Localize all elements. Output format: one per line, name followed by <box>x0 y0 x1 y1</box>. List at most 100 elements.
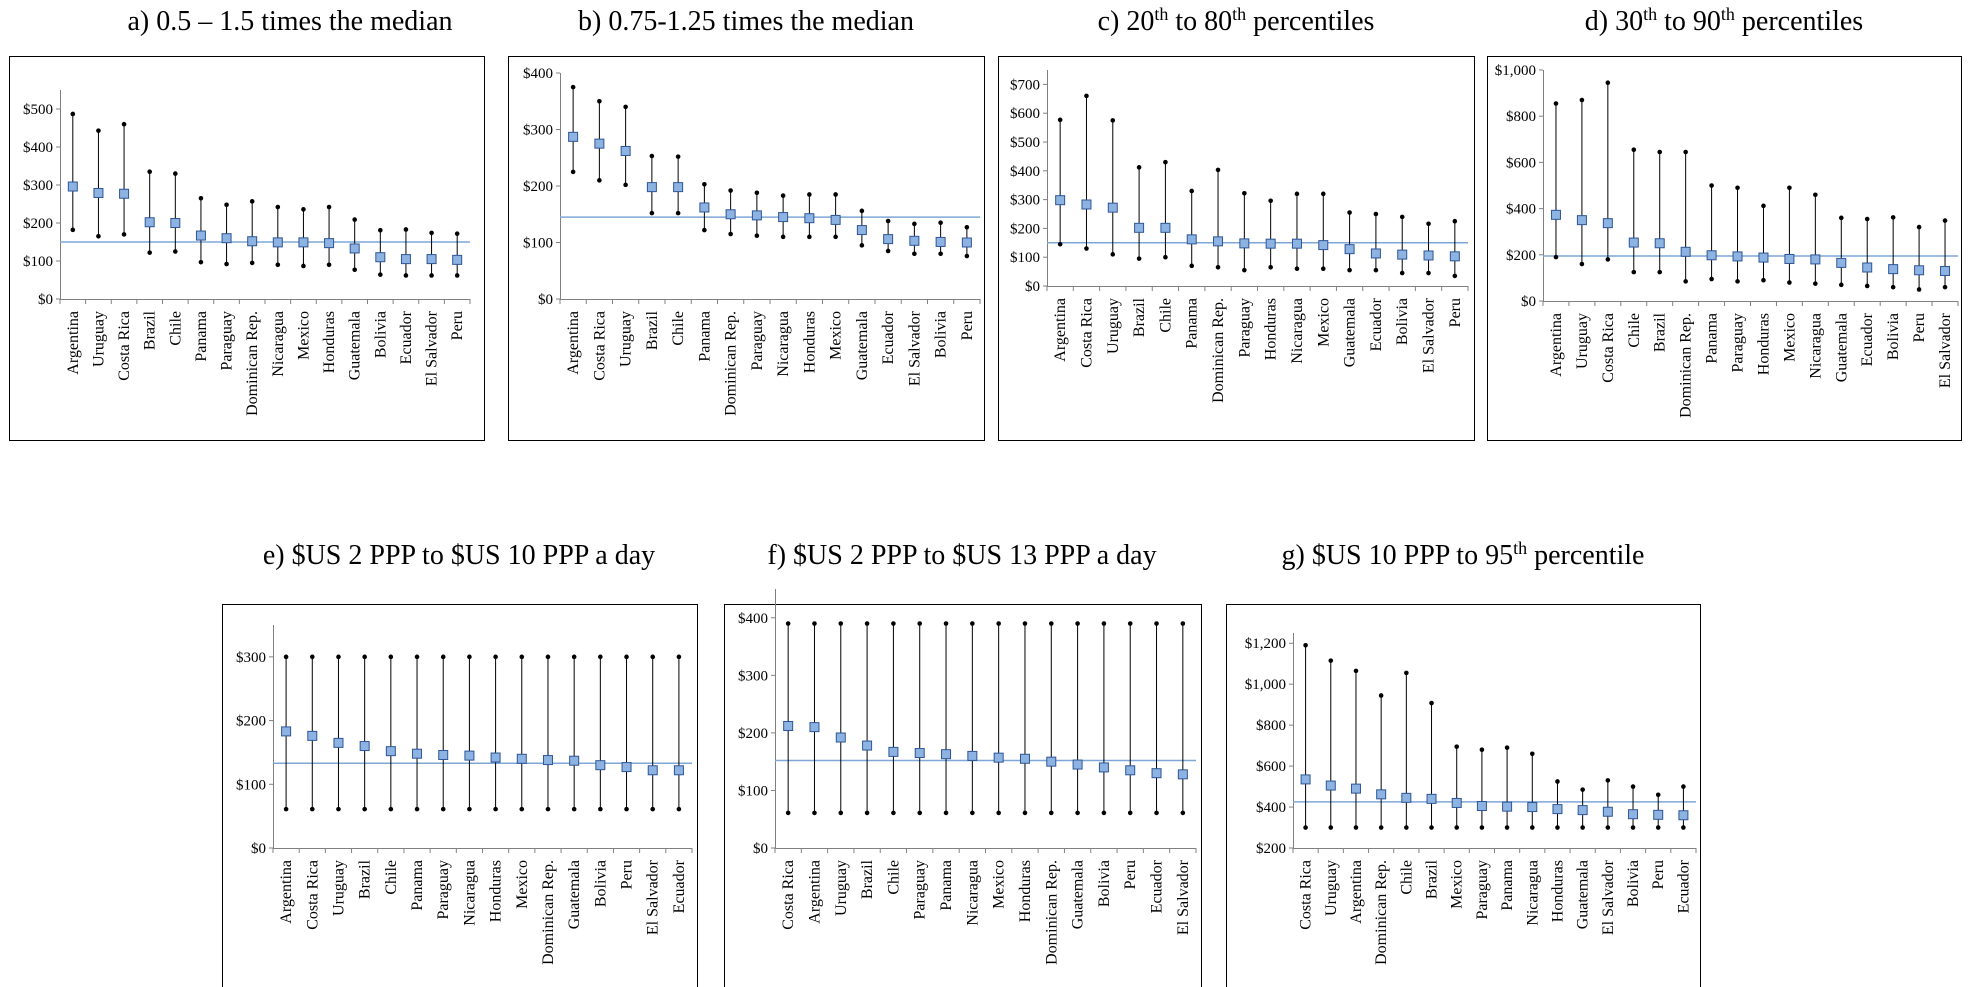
x-category-label: Guatemala <box>854 311 871 380</box>
x-category-label: Mexico <box>1315 298 1332 347</box>
range-low-point <box>1378 825 1384 830</box>
range-high-point <box>754 190 760 196</box>
range-high-point <box>1101 621 1107 626</box>
range-low-point <box>1057 241 1063 247</box>
x-category-label: Panama <box>1184 298 1201 349</box>
data-point-marker <box>856 225 867 236</box>
x-category-label: Nicaragua <box>775 311 792 377</box>
x-category-label: Bolivia <box>1625 860 1642 907</box>
x-category-label: Mexico <box>828 311 845 360</box>
x-category-label: El Salvador <box>645 859 662 935</box>
data-point-marker <box>1706 250 1717 261</box>
range-high-point <box>1580 787 1585 792</box>
data-point-marker <box>1678 810 1689 821</box>
x-category-label: Paraguay <box>435 860 452 920</box>
x-category-label: Dominican Rep. <box>244 311 261 416</box>
x-category-label: Nicaragua <box>964 860 981 926</box>
range-low-point <box>675 210 681 216</box>
range-low-point <box>249 260 255 266</box>
range-low-point <box>1942 284 1948 290</box>
data-point-marker <box>1602 218 1613 229</box>
range-high-point <box>1163 159 1168 165</box>
x-category-label: Mexico <box>1449 860 1466 909</box>
chart-title-part: to 80 <box>1168 6 1232 37</box>
range-high-point <box>1452 218 1458 224</box>
x-category-label: El Salvador <box>424 310 441 386</box>
x-category-label: Uruguay <box>330 860 347 916</box>
data-point-marker <box>1134 222 1145 233</box>
y-tick-label: $1,000 <box>1495 63 1536 79</box>
data-point-marker <box>835 732 846 743</box>
data-point-marker <box>1810 254 1821 265</box>
range-high-point <box>1890 215 1896 220</box>
range-high-point <box>1529 751 1535 757</box>
x-category-label: Guatemala <box>1575 860 1592 929</box>
x-category-label: El Salvador <box>1600 859 1617 935</box>
range-low-point <box>964 253 970 259</box>
range-high-point <box>1399 214 1405 220</box>
data-point-marker <box>809 722 820 733</box>
data-point-marker <box>221 233 232 244</box>
range-low-point <box>943 810 949 816</box>
range-low-point <box>1579 261 1585 267</box>
x-category-label: Guatemala <box>566 860 583 929</box>
data-point-marker <box>1888 264 1899 275</box>
chart-frame <box>724 604 1202 987</box>
range-high-point <box>493 654 498 660</box>
range-high-point <box>96 128 101 133</box>
y-tick-label: $300 <box>23 178 53 194</box>
data-point-marker <box>1019 753 1030 764</box>
range-low-point <box>571 806 577 812</box>
data-point-marker <box>914 748 925 759</box>
chart-title-part: th <box>1721 4 1735 24</box>
range-high-point <box>301 207 306 212</box>
range-high-point <box>1683 149 1688 155</box>
range-high-point <box>1136 165 1142 170</box>
x-category-label: Costa Rica <box>1298 860 1315 930</box>
x-category-label: Dominican Rep. <box>540 860 557 965</box>
range-high-point <box>1084 93 1089 99</box>
range-low-point <box>414 806 420 812</box>
chart-title-b: b) 0.75-1.25 times the median <box>578 6 914 37</box>
range-high-point <box>1681 784 1686 789</box>
range-high-point <box>938 220 943 226</box>
x-category-label: Panama <box>409 860 426 911</box>
range-low-point <box>623 182 628 188</box>
range-high-point <box>1404 670 1409 676</box>
range-high-point <box>1347 210 1352 215</box>
data-point-marker <box>324 238 335 249</box>
range-low-point <box>996 810 1001 816</box>
data-point-marker <box>438 749 449 760</box>
range-high-point <box>173 171 178 176</box>
data-point-marker <box>67 181 78 192</box>
range-high-point <box>467 654 472 660</box>
chart-title-c: c) 20th to 80th percentiles <box>1098 4 1375 37</box>
y-tick-label: $200 <box>738 726 768 742</box>
range-high-point <box>275 204 281 210</box>
x-category-label: Dominican Rep. <box>723 311 740 416</box>
range-high-point <box>1154 621 1159 626</box>
data-point-marker <box>375 252 386 263</box>
data-point-marker <box>595 760 606 771</box>
x-category-label: Brazil <box>1131 297 1148 337</box>
x-category-label: Argentina <box>278 860 295 924</box>
x-category-label: Argentina <box>1348 860 1365 924</box>
data-point-marker <box>247 236 258 247</box>
chart-frame <box>1487 56 1962 441</box>
data-point-marker <box>725 209 736 220</box>
data-point-marker <box>673 765 684 776</box>
x-category-label: Nicaragua <box>1524 860 1541 926</box>
x-category-label: Honduras <box>1549 860 1566 922</box>
range-high-point <box>1328 658 1334 663</box>
x-category-label: Brazil <box>1424 859 1441 899</box>
chart-title-f: f) $US 2 PPP to $US 13 PPP a day <box>767 540 1156 571</box>
y-tick-label: $200 <box>1256 841 1286 857</box>
range-low-point <box>1504 825 1510 830</box>
data-point-marker <box>1628 809 1639 820</box>
range-high-point <box>650 654 656 660</box>
y-tick-label: $600 <box>1506 155 1536 171</box>
data-point-marker <box>516 753 527 764</box>
x-category-label: Peru <box>619 860 636 889</box>
range-high-point <box>1709 183 1714 188</box>
data-point-marker <box>961 237 972 248</box>
